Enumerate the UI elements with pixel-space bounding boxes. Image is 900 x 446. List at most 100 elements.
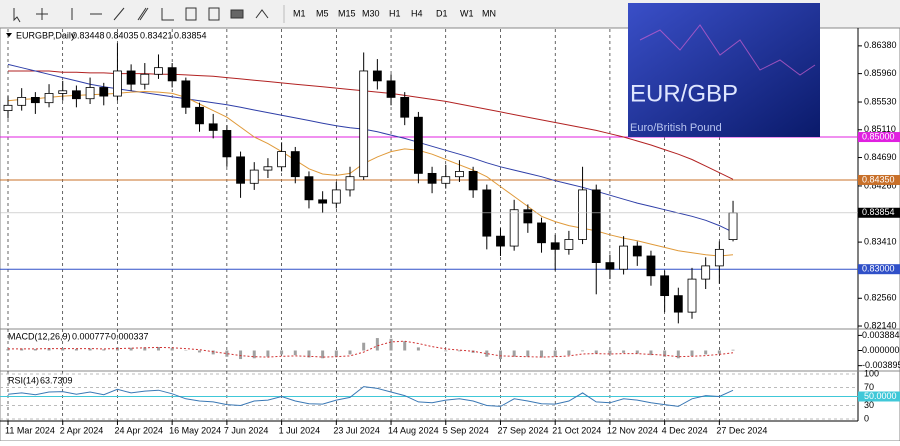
current-price-tag bbox=[858, 207, 900, 218]
y-tick-label: 0.82140 bbox=[864, 320, 897, 330]
cursor-icon[interactable] bbox=[13, 8, 21, 23]
trendline-icon[interactable] bbox=[113, 7, 125, 21]
rsi-y-tick-label: 70 bbox=[864, 382, 874, 392]
timeframe-button[interactable]: M1 bbox=[293, 8, 306, 18]
timeframe-button[interactable]: M15 bbox=[338, 8, 356, 18]
candle-body bbox=[509, 209, 519, 247]
price-line-tag bbox=[858, 132, 900, 143]
candle-body bbox=[550, 242, 560, 250]
candle-body bbox=[468, 171, 478, 191]
toolbar-icons bbox=[13, 5, 285, 23]
price-line-label: 0.84350 bbox=[862, 174, 895, 184]
macd-y-tick-label: 0.003884 bbox=[862, 330, 900, 340]
arrow-icon[interactable] bbox=[255, 9, 269, 19]
inset-background bbox=[628, 3, 820, 137]
macd-y-tick-label: -0.003895 bbox=[862, 360, 900, 370]
current-price-label: 0.83854 bbox=[862, 207, 895, 217]
candle-body bbox=[372, 70, 382, 82]
candle-body bbox=[701, 265, 711, 280]
timeframe-button[interactable]: D1 bbox=[436, 8, 448, 18]
x-tick-label: 23 Jul 2024 bbox=[333, 425, 380, 435]
y-tick-label: 0.83410 bbox=[864, 236, 897, 246]
candle-body bbox=[564, 239, 574, 250]
timeframe-button[interactable]: M5 bbox=[316, 8, 329, 18]
timeframe-button[interactable]: H4 bbox=[411, 8, 423, 18]
moving-average bbox=[7, 63, 734, 233]
x-tick-label: 27 Sep 2024 bbox=[497, 425, 548, 435]
crosshair-icon[interactable] bbox=[36, 8, 48, 20]
candle-body bbox=[85, 87, 95, 100]
candle-body bbox=[17, 96, 27, 106]
rsi-readout: 63.7309 bbox=[40, 375, 73, 385]
macd-title: MACD(12,26,9) bbox=[8, 331, 71, 341]
y-tick-label: 0.84690 bbox=[864, 152, 897, 162]
timeframe-button[interactable]: MN bbox=[482, 8, 496, 18]
channel-icon[interactable] bbox=[137, 7, 149, 21]
rsi-y-tick-label: 100 bbox=[864, 368, 879, 378]
candle-body bbox=[687, 278, 697, 313]
candle-body bbox=[126, 70, 136, 85]
candle-body bbox=[72, 90, 81, 100]
candle-body bbox=[427, 172, 437, 184]
candle-body bbox=[632, 245, 642, 257]
y-tick-label: 0.85960 bbox=[864, 68, 897, 78]
y-tick-label: 0.85110 bbox=[864, 124, 896, 134]
price-line-tag bbox=[858, 174, 900, 185]
x-tick-label: 14 Aug 2024 bbox=[388, 425, 439, 435]
price-line-label: 0.85000 bbox=[862, 131, 895, 141]
candle-body bbox=[99, 87, 109, 97]
x-tick-label: 27 Dec 2024 bbox=[716, 425, 767, 435]
macd-y-tick-label: 0.000000 bbox=[862, 345, 900, 355]
inset-image: EUR/GBP Euro/British Pound bbox=[628, 3, 820, 137]
x-tick-label: 11 Mar 2024 bbox=[5, 425, 55, 435]
candle-body bbox=[386, 80, 396, 98]
header-ohlc: 0.83854 bbox=[174, 30, 207, 40]
candle-body bbox=[728, 212, 738, 240]
header-ohlc: 0.84035 bbox=[106, 30, 139, 40]
candle-body bbox=[304, 176, 314, 201]
inset-subtitle: Euro/British Pound bbox=[630, 122, 722, 134]
label-icon[interactable] bbox=[208, 7, 220, 21]
price-line-label: 0.83000 bbox=[862, 264, 895, 274]
candle-body bbox=[591, 189, 601, 263]
chart-title: EURGBP,Daily bbox=[16, 30, 76, 40]
x-tick-label: 16 May 2024 bbox=[169, 425, 221, 435]
rsi-y-tick-label: 50.0000 bbox=[864, 391, 897, 401]
candle-body bbox=[496, 235, 505, 247]
candle-body bbox=[345, 176, 355, 191]
rsi-y-tick-label: 0 bbox=[864, 413, 869, 423]
candle-body bbox=[441, 176, 451, 184]
macd-readout: -0.000337 bbox=[108, 331, 149, 341]
x-tick-label: 21 Oct 2024 bbox=[552, 425, 601, 435]
text-icon[interactable] bbox=[185, 7, 197, 21]
candle-body bbox=[660, 275, 670, 297]
timeframe-button[interactable]: H1 bbox=[389, 8, 401, 18]
candle-body bbox=[167, 67, 177, 82]
candle-body bbox=[413, 116, 423, 174]
candle-body bbox=[30, 96, 40, 104]
timeframe-button[interactable]: W1 bbox=[460, 8, 474, 18]
candle-body bbox=[140, 73, 150, 85]
inset-decor bbox=[639, 24, 816, 76]
y-tick-label: 0.86380 bbox=[864, 40, 897, 50]
candle-body bbox=[263, 166, 273, 171]
inset-title: EUR/GBP bbox=[630, 80, 738, 107]
candle-body bbox=[249, 169, 259, 184]
candle-body bbox=[359, 70, 369, 178]
x-tick-label: 7 Jun 2024 bbox=[224, 425, 269, 435]
rsi-line bbox=[7, 386, 734, 407]
moving-average bbox=[7, 90, 734, 257]
header-ohlc: 0.83421 bbox=[140, 30, 173, 40]
price-line-tag bbox=[858, 264, 900, 275]
timeframe-button[interactable]: M30 bbox=[362, 8, 380, 18]
shape-icon[interactable] bbox=[230, 9, 244, 19]
candle-body bbox=[605, 262, 615, 270]
candle-body bbox=[181, 80, 191, 108]
x-tick-label: 24 Apr 2024 bbox=[114, 425, 163, 435]
candle-body bbox=[400, 96, 410, 118]
candle-body bbox=[455, 171, 464, 178]
y-tick-label: 0.82560 bbox=[864, 293, 897, 303]
header-marker bbox=[6, 33, 12, 37]
fibo-icon[interactable] bbox=[161, 8, 174, 21]
rsi-level-tag bbox=[858, 391, 900, 402]
